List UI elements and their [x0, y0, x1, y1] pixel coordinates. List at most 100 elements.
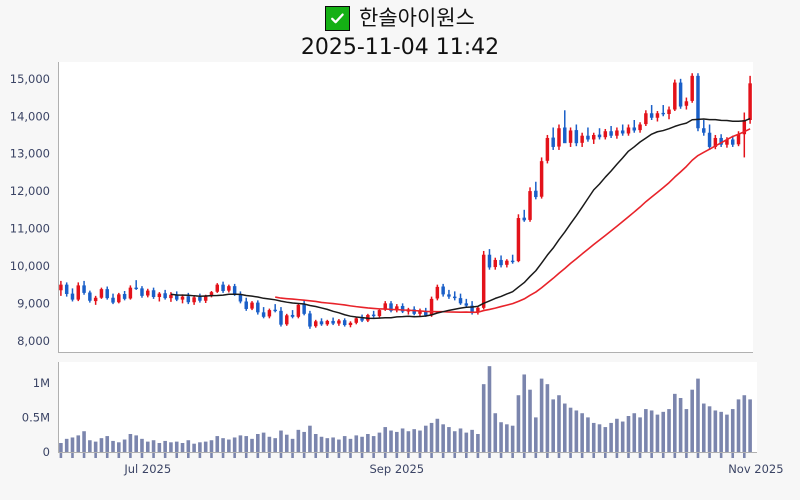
candle-body: [424, 310, 428, 316]
volume-bar: [458, 428, 463, 452]
ma-long-line: [275, 128, 751, 314]
green-check-icon: [325, 5, 351, 31]
candle-body: [632, 127, 637, 131]
candle-body: [93, 297, 98, 302]
candle-body: [597, 134, 602, 138]
volume-axis-tick-label: 0.5M: [22, 410, 50, 424]
volume-bar: [250, 438, 254, 452]
volume-bar: [400, 428, 405, 452]
volume-bar: [730, 409, 735, 452]
candle-body: [105, 289, 109, 299]
volume-bar: [180, 443, 185, 452]
candle-body: [70, 293, 75, 300]
candle-body: [215, 284, 220, 292]
volume-bar: [441, 424, 445, 452]
candle-body: [707, 132, 712, 147]
candle-body: [522, 217, 526, 221]
volume-bar: [528, 389, 532, 452]
volume-bar: [267, 436, 272, 452]
price-axis-tick-label: 12,000: [10, 184, 50, 198]
volume-bar: [203, 441, 208, 452]
volume-bar: [603, 427, 608, 452]
candle-body: [470, 305, 474, 313]
candle-body: [673, 82, 677, 110]
volume-bar: [337, 439, 341, 452]
candle-body: [620, 130, 625, 134]
volume-axis-tick-label: 0: [43, 445, 50, 459]
volume-bar: [383, 427, 388, 452]
volume-bar: [626, 416, 631, 452]
volume-bar: [464, 432, 469, 452]
volume-bar: [342, 436, 347, 452]
timestamp-label: 2025-11-04 11:42: [300, 35, 500, 60]
volume-bar: [423, 425, 428, 452]
volume-bar: [325, 438, 330, 452]
price-axis-tick-label: 9,000: [17, 296, 50, 310]
volume-bar: [111, 440, 115, 452]
volume-bar: [377, 432, 382, 452]
candle-body: [140, 288, 144, 296]
candle-body: [395, 306, 399, 311]
volume-bar: [145, 441, 150, 452]
candle-body: [221, 284, 225, 292]
candle-body: [545, 137, 550, 161]
candle-body: [615, 130, 619, 136]
candle-body: [337, 320, 341, 324]
candle-body: [244, 301, 248, 309]
candle-body: [748, 83, 752, 120]
candle-body: [389, 303, 393, 311]
volume-bar: [296, 429, 301, 452]
candle-body: [736, 134, 741, 145]
volume-bar: [209, 440, 214, 452]
ma-short-line: [170, 117, 751, 320]
candle-body: [82, 285, 86, 293]
volume-bar: [487, 366, 492, 452]
volume-bar: [696, 378, 700, 452]
volume-bar: [591, 422, 596, 452]
chart-header: 한솔아이원스 2025-11-04 11:42: [0, 0, 800, 61]
price-axis-tick-label: 10,000: [10, 259, 50, 273]
candle-body: [730, 139, 735, 145]
volume-bar: [447, 427, 451, 452]
volume-bar: [499, 422, 503, 452]
candle-body: [198, 296, 202, 301]
candle-body: [678, 82, 683, 107]
volume-bar: [690, 389, 694, 452]
candle-body: [563, 127, 567, 144]
candle-body: [163, 293, 167, 299]
candle-body: [539, 161, 544, 197]
candle-body: [452, 296, 457, 299]
candle-body: [684, 101, 689, 106]
volume-bar: [632, 413, 637, 452]
candle-body: [702, 128, 706, 133]
price-axis-tick-label: 15,000: [10, 72, 50, 86]
volume-bar: [534, 417, 538, 452]
volume-bar: [157, 443, 162, 452]
volume-bar: [609, 422, 613, 452]
volume-bar: [678, 398, 683, 452]
volume-bar: [244, 436, 249, 452]
candle-body: [209, 292, 214, 296]
candle-body: [435, 286, 440, 299]
volume-bar: [644, 409, 648, 452]
volume-bar: [215, 436, 220, 452]
volume-bar: [319, 436, 324, 452]
candle-body: [551, 137, 555, 147]
candle-body: [528, 191, 532, 220]
volume-bar: [290, 438, 295, 452]
volume-bar: [313, 434, 318, 452]
price-axis-tick-label: 11,000: [10, 222, 50, 236]
candle-body: [713, 137, 718, 147]
volume-bar: [551, 399, 555, 452]
candle-body: [250, 302, 254, 309]
candle-body: [186, 296, 191, 303]
volume-bar: [707, 406, 712, 452]
candle-body: [261, 312, 266, 317]
candle-body: [285, 315, 289, 325]
volume-bar: [620, 421, 625, 452]
candle-body: [203, 295, 208, 301]
candle-body: [348, 322, 353, 326]
volume-bar: [348, 438, 353, 452]
candle-body: [360, 318, 364, 321]
